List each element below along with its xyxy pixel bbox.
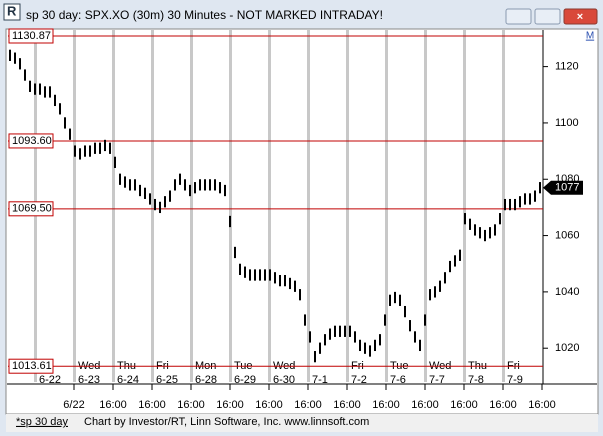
window-title: sp 30 day: SPX.XO (30m) 30 Minutes - NOT…	[26, 8, 383, 22]
reference-label-box	[8, 358, 54, 374]
y-tick-label: 1020	[555, 342, 579, 354]
reference-label-box	[8, 201, 54, 217]
day-separator	[424, 30, 427, 382]
date-label: 6-25	[156, 374, 178, 386]
time-label: 16:00	[489, 399, 517, 411]
time-label: 16:00	[450, 399, 478, 411]
date-label: 6-23	[78, 374, 100, 386]
date-label: 6-28	[195, 374, 217, 386]
day-separator	[229, 30, 232, 382]
last-price-label: 1077	[555, 182, 579, 194]
day-separator	[268, 30, 271, 382]
y-tick-label: 1040	[555, 286, 579, 298]
chart-area	[5, 28, 599, 415]
app-icon	[3, 3, 21, 21]
reference-label: 1069.50	[12, 203, 52, 215]
date-label: 7-7	[429, 374, 445, 386]
day-separator	[190, 30, 193, 382]
time-label: 16:00	[528, 399, 556, 411]
time-label: 16:00	[411, 399, 439, 411]
time-label: 16:00	[177, 399, 205, 411]
plot: 6-226/22Wed6-2316:00Thu6-2416:00Fri6-251…	[8, 28, 583, 411]
footer-credit: Chart by Investor/RT, Linn Software, Inc…	[84, 416, 369, 428]
day-separator	[502, 30, 505, 382]
date-label: 6-29	[234, 374, 256, 386]
time-label: 16:00	[99, 399, 127, 411]
app-icon-glyph: R	[7, 3, 17, 18]
y-tick-label: 1060	[555, 229, 579, 241]
time-label: 16:00	[138, 399, 166, 411]
reference-label-box	[8, 133, 54, 149]
date-label: 6-24	[117, 374, 139, 386]
day-separator	[346, 30, 349, 382]
footer-bar	[6, 414, 598, 432]
date-label: 7-6	[390, 374, 406, 386]
y-tick-label: 1100	[555, 117, 579, 129]
reference-label: 1093.60	[12, 135, 52, 147]
footer-tab[interactable]: *sp 30 day	[16, 416, 68, 428]
date-label: 7-1	[312, 374, 328, 386]
time-label: 16:00	[255, 399, 283, 411]
day-separator	[73, 30, 76, 382]
reference-label: 1130.87	[12, 30, 51, 42]
time-label: 16:00	[216, 399, 244, 411]
date-label: 6-22	[39, 374, 61, 386]
close-glyph: ×	[577, 11, 583, 23]
day-separator	[151, 30, 154, 382]
reference-label-box	[8, 28, 54, 44]
date-label: 7-8	[468, 374, 484, 386]
time-label: 16:00	[333, 399, 361, 411]
date-label: 7-2	[351, 374, 367, 386]
date-label: 7-9	[507, 374, 523, 386]
time-label: 16:00	[294, 399, 322, 411]
minimize-button[interactable]	[505, 8, 532, 25]
day-separator	[385, 30, 388, 382]
reference-label: 1013.61	[12, 360, 52, 372]
time-label: 6/22	[63, 399, 84, 411]
day-separator	[112, 30, 115, 382]
day-separator	[463, 30, 466, 382]
date-label: 6-30	[273, 374, 295, 386]
maximize-button[interactable]	[534, 8, 561, 25]
time-label: 16:00	[372, 399, 400, 411]
close-button[interactable]	[563, 8, 598, 25]
last-price-tag	[543, 180, 583, 195]
y-tick-label: 1120	[555, 61, 579, 73]
day-separator	[307, 30, 310, 382]
toolbar-icon[interactable]: M	[586, 31, 594, 42]
